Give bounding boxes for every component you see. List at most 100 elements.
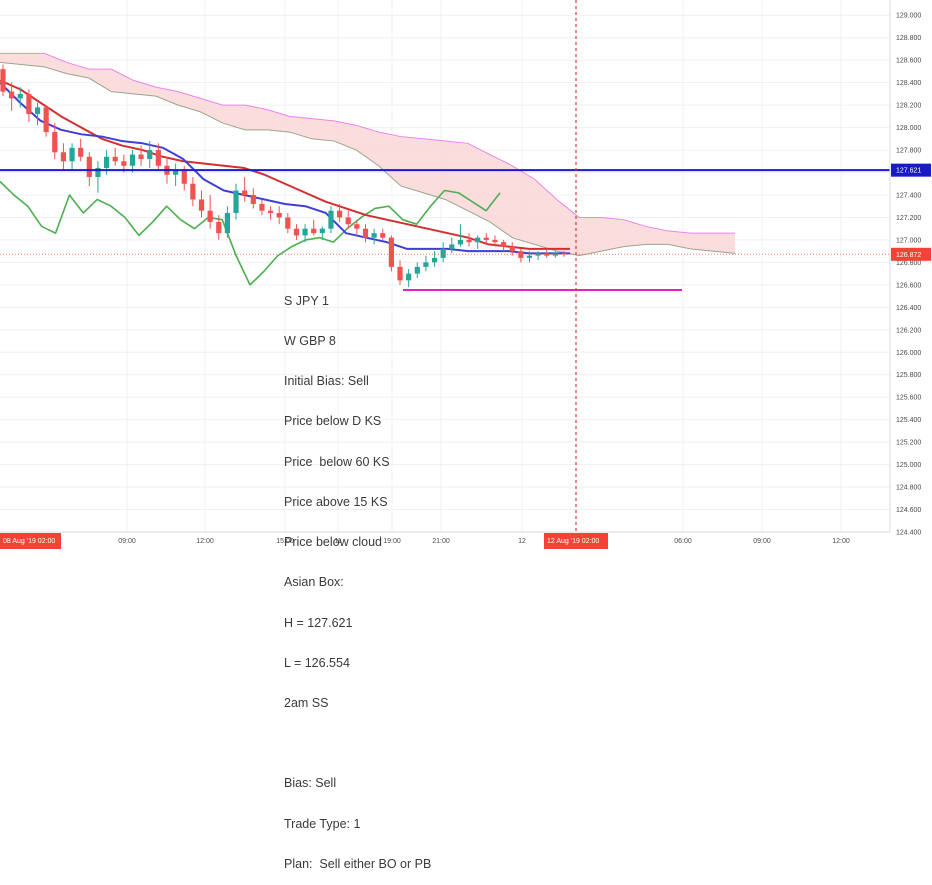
y-tick-label: 128.200 [896, 103, 921, 110]
y-tick-label: 124.800 [896, 485, 921, 492]
candle-body [267, 210, 274, 213]
candle-body [276, 212, 282, 218]
candle-body [147, 150, 153, 160]
candle-body [311, 228, 317, 234]
ichimoku-chart[interactable]: 129.000 128.800 128.600 128.400 128.200 128.0… [0, 0, 932, 550]
candle-body [198, 199, 205, 211]
note-line: Plan: Sell either BO or PB [284, 856, 432, 871]
note-line: Price below D KS [284, 414, 382, 429]
candle-body [242, 190, 248, 195]
candle-body [362, 228, 369, 238]
candle-body [155, 150, 161, 166]
candle-body [233, 190, 239, 213]
candle-body [466, 239, 472, 243]
cloud-area [0, 53, 735, 256]
y-tick-label: 126.000 [896, 350, 921, 357]
note-line: Asian Box: [284, 575, 344, 590]
candle-body [492, 239, 498, 243]
senkou-span-b [0, 61, 736, 257]
candle-body [518, 251, 524, 258]
grid [0, 0, 890, 533]
time-tag-session: 12 Aug '19 02:00 [547, 538, 599, 545]
candle-body [509, 246, 515, 252]
note-line: H = 127.621 [284, 615, 353, 630]
candle-body [78, 147, 84, 157]
x-tick-label: 12 [518, 538, 526, 545]
y-tick-label: 126.600 [896, 282, 921, 289]
y-tick-label: 125.200 [896, 440, 921, 447]
candle-body [397, 266, 403, 281]
x-tick-label: 11 [334, 538, 341, 545]
candle-body [259, 203, 265, 211]
kijun-line [0, 81, 570, 255]
x-tick-label: 12:00 [196, 538, 214, 545]
y-tick-label: 125.400 [896, 417, 921, 424]
candle-body [181, 170, 187, 184]
candle-body [457, 239, 464, 245]
candle-body [406, 273, 412, 281]
y-tick-label: 125.800 [896, 372, 921, 379]
candle-body [207, 210, 213, 222]
y-tick-label: 124.400 [896, 530, 921, 537]
candle-body [449, 244, 455, 249]
time-axis: 09:00 12:00 15:00 11 19:00 21:00 12 06:00 09:00 1… [0, 531, 890, 549]
note-line: Bias: Sell [284, 776, 337, 791]
x-tick-label: 12:00 [832, 538, 850, 545]
candle-body [17, 93, 23, 99]
note-line: L = 126.554 [284, 655, 350, 670]
candle-body [86, 156, 92, 178]
candle-body [371, 233, 377, 238]
price-tag-last-bg [891, 247, 931, 261]
candle-body [121, 161, 127, 166]
candle-body [431, 257, 438, 263]
candle-body [414, 266, 420, 274]
candle-body [423, 262, 429, 267]
x-tick-label: 19:00 [383, 538, 401, 545]
y-tick-label: 125.600 [896, 395, 921, 402]
note-line: Price above 15 KS [284, 494, 388, 509]
candlestick-series [0, 64, 567, 288]
y-tick-label: 125.000 [896, 462, 921, 469]
note-line: 2am SS [284, 696, 329, 710]
candle-body [173, 170, 179, 175]
y-tick-label: 129.000 [896, 13, 921, 20]
x-tick-label: 21:00 [432, 538, 450, 545]
candle-body [535, 253, 541, 256]
candle-body [138, 154, 144, 160]
ichimoku-cloud [0, 52, 736, 257]
candle-body [380, 233, 386, 238]
candle-body [26, 93, 32, 115]
horizontal-lines [0, 0, 890, 532]
candle-body [43, 107, 49, 133]
candle-body [250, 194, 256, 204]
y-tick-label: 127.400 [896, 192, 921, 199]
chikou-span [0, 180, 501, 286]
note-line: W GBP 8 [284, 334, 336, 349]
kijun-sen [0, 81, 570, 255]
price-tag-last: 126.872 [896, 252, 921, 259]
price-tag-asian-high-bg [891, 163, 931, 177]
y-tick-label: 128.600 [896, 58, 921, 65]
candle-body [103, 156, 110, 169]
y-tick-label: 128.000 [896, 125, 921, 132]
candle-body [328, 210, 334, 229]
x-tick-label: 09:00 [753, 538, 771, 545]
trade-plan-note: S JPY 1 W GBP 8 Initial Bias: Sell Price… [284, 268, 431, 885]
y-tick-label: 126.400 [896, 305, 921, 312]
senkou-span-a [0, 52, 735, 234]
candle-body [190, 183, 196, 200]
candle-body [526, 255, 533, 258]
note-line: Price below 60 KS [284, 454, 390, 469]
y-tick-label: 124.600 [896, 507, 921, 514]
candle-body [337, 210, 343, 218]
candle-body [440, 248, 446, 258]
candle-body [224, 212, 230, 234]
note-line: Trade Type: 1 [284, 816, 361, 831]
time-tag-start-bg [0, 533, 61, 549]
candle-body [52, 132, 58, 153]
y-tick-label: 126.800 [896, 260, 921, 267]
candle-body [302, 228, 308, 236]
note-line: Initial Bias: Sell [284, 374, 369, 389]
candle-body [60, 152, 67, 162]
price-tag-asian-high: 127.621 [896, 168, 921, 175]
